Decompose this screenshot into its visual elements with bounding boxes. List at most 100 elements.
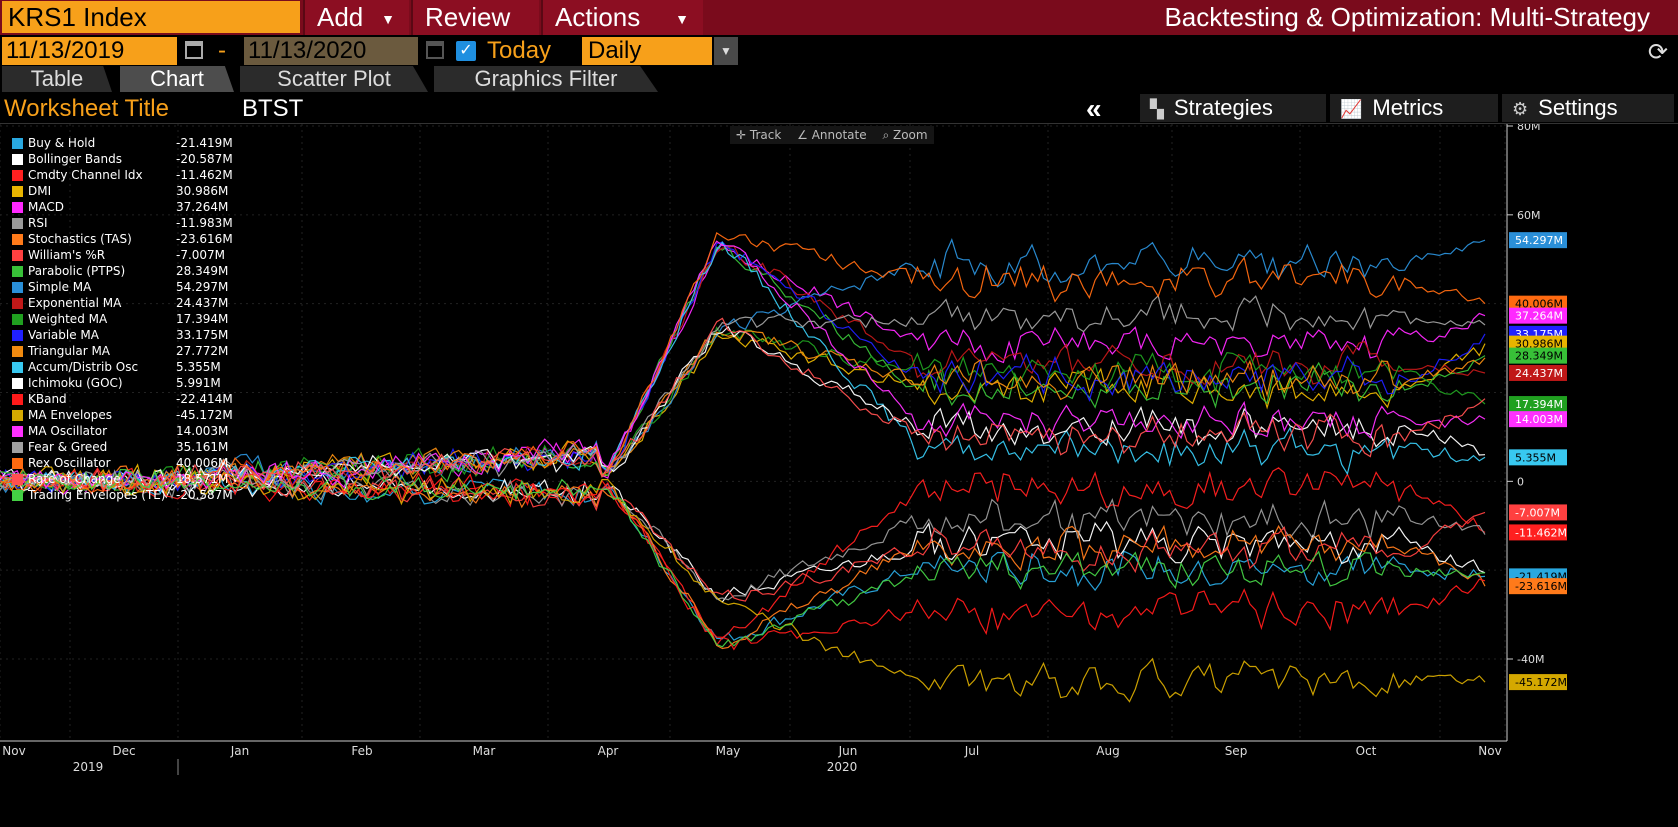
legend-item[interactable]: Triangular MA 27.772M [10,343,232,359]
start-date-input[interactable]: 11/13/2019 [2,37,177,65]
series-line[interactable] [0,334,1486,491]
x-tick-label: Dec [112,744,135,758]
frequency-select[interactable]: Daily [582,37,712,65]
legend-value: 30.986M [176,184,229,198]
end-value-badge [1509,674,1567,691]
end-value-label: -23.616M [1515,580,1567,593]
series-line[interactable] [0,231,1486,494]
legend-item[interactable]: Exponential MA 24.437M [10,295,232,311]
annotate-tool[interactable]: ∠ Annotate [797,128,867,142]
legend-item[interactable]: RSI -11.983M [10,215,233,231]
legend-item[interactable]: Variable MA 33.175M [10,327,232,343]
legend-name: Stochastics (TAS) [28,232,132,246]
series-line[interactable] [0,465,1486,650]
legend-swatch [12,346,23,357]
legend-item[interactable]: KBand -22.414M [10,391,233,407]
metrics-label: Metrics [1372,95,1444,120]
tab-table[interactable]: Table [2,66,112,92]
legend-item[interactable]: Simple MA 54.297M [10,279,232,295]
legend-item[interactable]: William's %R -7.007M [10,247,232,263]
legend-name: Simple MA [28,280,92,294]
series-line[interactable] [0,238,1486,494]
add-menu-button[interactable]: Add ▼ [303,0,409,35]
legend-swatch [12,362,23,373]
end-value-badge [1509,524,1567,541]
zoom-tool[interactable]: ⌕ Zoom [882,128,928,142]
view-tabs: Table Chart Scatter Plot Graphics Filter [0,66,1678,92]
legend-value: -22.414M [176,392,233,406]
review-menu-button[interactable]: Review [411,0,539,35]
legend-name: Buy & Hold [28,136,96,150]
legend-item[interactable]: Rex Oscillator 40.006M [10,455,232,471]
worksheet-title-value[interactable]: BTST [242,95,304,122]
chevron-down-icon[interactable]: ▼ [714,37,738,65]
end-value-label: -45.172M [1515,676,1567,689]
tab-graphics-filter[interactable]: Graphics Filter [434,66,658,92]
chart-area[interactable]: 80M 60M 0 -40M 54.297M 40.006M 37.264M 33.175M 3… [0,124,1678,827]
actions-menu-label: Actions [555,2,641,32]
legend-value: 24.437M [176,296,229,310]
legend-item[interactable]: Weighted MA 17.394M [10,311,232,327]
legend-value: 17.394M [176,312,229,326]
actions-menu-button[interactable]: Actions ▼ [541,0,703,35]
top-bar: KRS1 Index Add ▼ Review Actions ▼ Backte… [0,0,1678,35]
annotate-tool-label: Annotate [811,128,867,142]
legend-item[interactable]: Ichimoku (GOC) 5.991M [10,375,232,391]
end-value-badge [1509,504,1567,521]
refresh-icon[interactable]: ⟳ [1647,39,1668,66]
legend-name: MACD [28,200,64,214]
end-value-badge [1509,578,1567,595]
end-value-badge [1509,347,1567,364]
legend-item[interactable]: MACD 37.264M [10,199,232,215]
tab-chart[interactable]: Chart [120,66,234,92]
x-tick-label: Apr [598,744,619,758]
calendar-icon[interactable] [185,41,203,59]
legend-item[interactable]: MA Oscillator 14.003M [10,423,232,439]
calendar-icon[interactable] [426,41,444,59]
end-value-label: 24.437M [1515,367,1563,380]
ticker-input[interactable]: KRS1 Index [2,1,300,33]
legend-name: Accum/Distrib Osc [28,360,139,374]
legend-swatch [12,442,23,453]
series-line[interactable] [0,317,1486,492]
legend-name: Ichimoku (GOC) [28,376,123,390]
legend-item[interactable]: Trading Envelopes (TE) -20.587M [10,487,233,503]
legend-item[interactable]: Bollinger Bands -20.587M [10,151,233,167]
metrics-button[interactable]: 📈 Metrics [1330,94,1498,122]
legend-value: 28.349M [176,264,229,278]
end-value-badge [1509,411,1567,428]
legend-item[interactable]: Parabolic (PTPS) 28.349M [10,263,232,279]
x-tick-label: Jan [230,744,250,758]
series-line[interactable] [0,294,1486,493]
legend-value: 18.571M [176,472,229,486]
legend-name: Rate of Change [28,472,121,486]
legend-item[interactable]: Accum/Distrib Osc 5.355M [10,359,232,375]
legend-item[interactable]: Stochastics (TAS) -23.616M [10,231,233,247]
legend-item[interactable]: Cmdty Channel Idx -11.462M [10,167,233,183]
strategies-button[interactable]: ▚ Strategies [1140,94,1326,122]
series-line[interactable] [0,469,1486,601]
legend-item[interactable]: DMI 30.986M [10,183,232,199]
review-menu-label: Review [425,2,511,32]
end-date-input[interactable]: 11/13/2020 [244,37,418,65]
collapse-icon[interactable]: « [1086,93,1102,124]
line-chart[interactable]: 80M60M0-40M54.297M40.006M37.264M33.175M3… [0,124,1678,827]
legend-name: Bollinger Bands [28,152,122,166]
legend-value: 5.355M [176,360,221,374]
today-checkbox[interactable]: ✓ [456,41,476,61]
legend-name: William's %R [28,248,106,262]
series-line[interactable] [0,468,1486,648]
tab-scatter-plot[interactable]: Scatter Plot [240,66,428,92]
legend-name: Rex Oscillator [28,456,111,470]
legend-item[interactable]: Rate of Change 18.571M [10,471,232,487]
track-tool[interactable]: ✛ Track [736,128,782,142]
legend-item[interactable]: Buy & Hold -21.419M [10,135,233,151]
end-value-badge [1509,449,1567,466]
legend-item[interactable]: MA Envelopes -45.172M [10,407,233,423]
legend-value: 35.161M [176,440,229,454]
series-line[interactable] [0,469,1486,703]
legend-swatch [12,186,23,197]
legend-item[interactable]: Fear & Greed 35.161M [10,439,232,455]
series-line[interactable] [0,240,1486,490]
settings-button[interactable]: ⚙ Settings [1502,94,1674,122]
